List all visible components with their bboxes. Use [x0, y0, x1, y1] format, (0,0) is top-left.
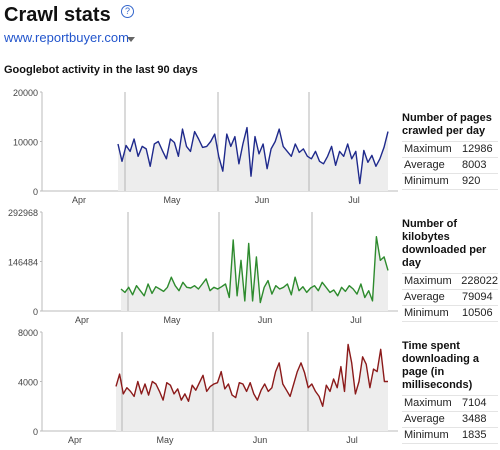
x-tick-label: May — [163, 315, 181, 325]
stat-row: Minimum 10506 — [402, 305, 498, 321]
series-line — [115, 343, 388, 407]
y-tick-label: 0 — [33, 187, 38, 197]
x-tick-label: Jun — [258, 315, 273, 325]
stat-row: Average 3488 — [402, 411, 498, 427]
series-line — [120, 236, 389, 304]
page-title: Crawl stats — [4, 4, 111, 26]
stats-title: Number of kilobytes downloaded per day — [402, 218, 487, 269]
section-heading: Googlebot activity in the last 90 days — [4, 64, 198, 76]
stat-row: Minimum 1835 — [402, 427, 498, 443]
y-tick-label: 292968 — [8, 208, 38, 218]
stats-title: Time spent downloading a page (in millis… — [402, 340, 479, 391]
x-tick-label: Apr — [68, 435, 82, 445]
stat-row: Maximum 7104 — [404, 397, 487, 409]
y-tick-label: 8000 — [18, 328, 38, 338]
x-tick-label: Jun — [255, 195, 270, 205]
chevron-down-icon[interactable] — [127, 37, 135, 42]
y-tick-label: 10000 — [13, 138, 38, 148]
x-tick-label: Jul — [346, 435, 358, 445]
x-tick-label: May — [163, 195, 181, 205]
question-mark-icon[interactable]: ? — [121, 5, 134, 18]
x-tick-label: Jun — [253, 435, 268, 445]
y-tick-label: 0 — [33, 307, 38, 317]
series-area — [121, 236, 388, 311]
stat-row: Maximum 228022 — [404, 275, 498, 287]
y-tick-label: 4000 — [18, 378, 38, 388]
series-area — [116, 344, 388, 431]
stats-panel-pages: Number of pages crawled per day Maximum 1… — [402, 112, 498, 190]
site-selector[interactable]: www.reportbuyer.com — [4, 30, 129, 45]
y-tick-label: 20000 — [13, 88, 38, 98]
y-tick-label: 0 — [33, 427, 38, 437]
x-tick-label: Jul — [350, 315, 362, 325]
x-tick-label: Apr — [72, 195, 86, 205]
stat-row: Average 8003 — [402, 157, 498, 173]
stat-row: Minimum 920 — [402, 173, 498, 189]
x-tick-label: Apr — [75, 315, 89, 325]
y-tick-label: 146484 — [8, 258, 38, 268]
stat-row: Maximum 12986 — [404, 143, 493, 155]
stats-title: Number of pages crawled per day — [402, 112, 492, 137]
x-tick-label: May — [156, 435, 174, 445]
series-line — [117, 126, 389, 185]
stat-row: Average 79094 — [402, 289, 498, 305]
stats-panel-time: Time spent downloading a page (in millis… — [402, 340, 498, 444]
x-tick-label: Jul — [348, 195, 360, 205]
stats-panel-kilobytes: Number of kilobytes downloaded per day M… — [402, 218, 498, 322]
